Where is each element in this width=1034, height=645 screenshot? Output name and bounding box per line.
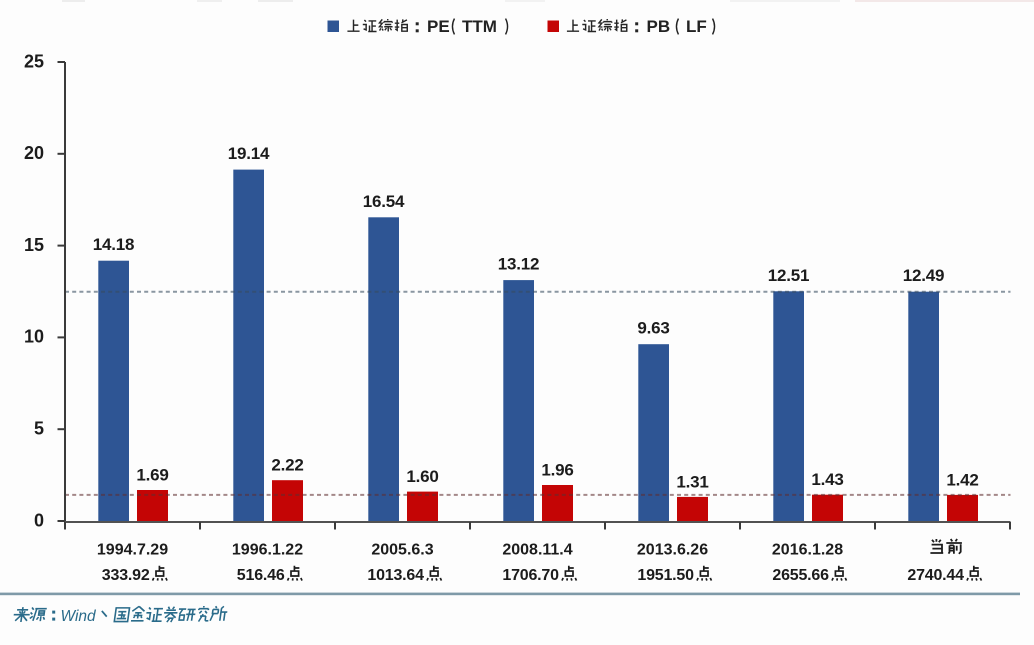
svg-text:12.51: 12.51 (768, 266, 810, 285)
svg-text:1.43: 1.43 (811, 470, 843, 489)
svg-text:5: 5 (34, 419, 44, 439)
svg-text:PB: PB (647, 17, 671, 36)
svg-text:15: 15 (24, 235, 44, 255)
svg-text:14.18: 14.18 (93, 235, 135, 254)
svg-text:516.46: 516.46 (237, 567, 285, 584)
svg-text:Wind: Wind (61, 608, 98, 625)
svg-text:1.69: 1.69 (136, 466, 168, 485)
svg-text:16.54: 16.54 (363, 192, 405, 211)
svg-text:2740.44: 2740.44 (907, 567, 964, 584)
svg-text:1706.70: 1706.70 (502, 567, 559, 584)
svg-text:1013.64: 1013.64 (367, 567, 424, 584)
svg-text:2008.11.4: 2008.11.4 (502, 542, 572, 559)
svg-text:25: 25 (24, 51, 44, 71)
svg-text:0: 0 (34, 510, 44, 530)
svg-text:13.12: 13.12 (498, 255, 540, 274)
svg-text:1.42: 1.42 (946, 470, 978, 489)
svg-text:2.22: 2.22 (271, 456, 303, 475)
svg-text:TTM: TTM (462, 17, 497, 36)
svg-text:12.49: 12.49 (903, 266, 945, 285)
svg-text:333.92: 333.92 (102, 567, 150, 584)
svg-text:2005.6.3: 2005.6.3 (371, 542, 433, 559)
svg-text:2655.66: 2655.66 (772, 567, 829, 584)
svg-text:1996.1.22: 1996.1.22 (232, 542, 303, 559)
svg-text:1994.7.29: 1994.7.29 (97, 542, 168, 559)
svg-text:2016.1.28: 2016.1.28 (772, 542, 843, 559)
svg-text:10: 10 (24, 327, 44, 347)
svg-text:9.63: 9.63 (637, 319, 669, 338)
svg-text:20: 20 (24, 143, 44, 163)
svg-text:1.60: 1.60 (406, 467, 438, 486)
svg-text:LF: LF (686, 17, 707, 36)
svg-text:19.14: 19.14 (228, 144, 270, 163)
svg-text:2013.6.26: 2013.6.26 (637, 542, 708, 559)
svg-text:1.31: 1.31 (676, 472, 708, 491)
svg-text:PE: PE (427, 17, 450, 36)
svg-text:1951.50: 1951.50 (637, 567, 694, 584)
svg-text:1.96: 1.96 (541, 461, 573, 480)
